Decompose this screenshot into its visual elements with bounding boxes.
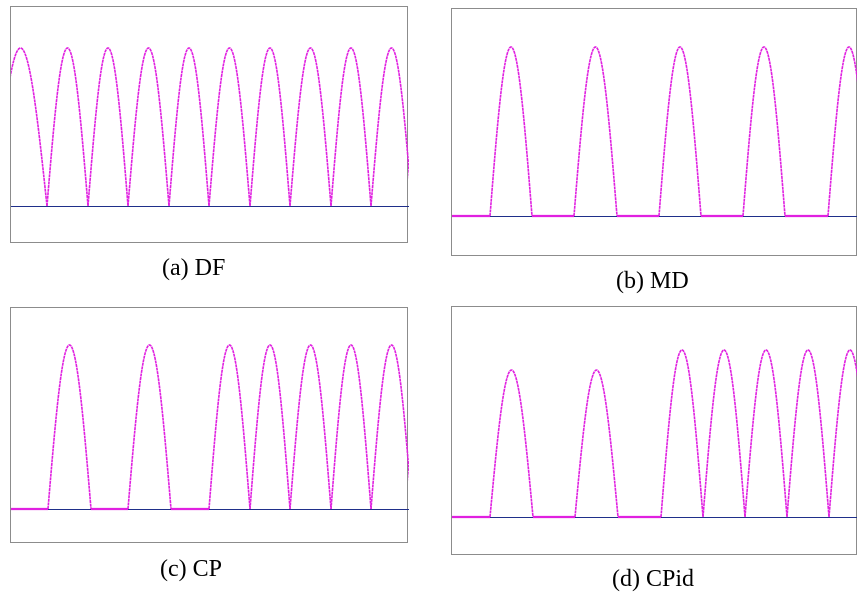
waveform-plot <box>452 349 857 519</box>
signal-pulse <box>47 344 92 510</box>
signal-pulse <box>702 349 746 518</box>
signal-pulse <box>370 344 409 510</box>
waveform-plot <box>452 46 857 218</box>
signal-pulse <box>658 46 702 217</box>
panel-df <box>10 6 409 243</box>
signal-pulse <box>660 349 704 518</box>
signal-pulse <box>87 47 129 207</box>
signal-pulse <box>249 344 291 510</box>
panel-md <box>451 8 857 256</box>
signal-pulse <box>828 349 857 518</box>
signal-pulse <box>489 369 534 518</box>
signal-pulse <box>289 47 332 207</box>
signal-pulse <box>330 47 372 207</box>
signal-pulse <box>249 47 291 207</box>
panel-cp <box>10 307 409 543</box>
signal-pulse <box>744 349 788 518</box>
signal-pulse <box>574 369 619 518</box>
signal-pulse <box>11 47 48 207</box>
signal-pulse <box>208 344 251 510</box>
signal-pulse <box>289 344 332 510</box>
signal-pulse <box>786 349 830 518</box>
signal-pulse <box>127 344 172 510</box>
caption-md: (b) MD <box>616 268 689 294</box>
panel-cpid <box>451 306 857 555</box>
signal-pulse <box>489 46 533 217</box>
signal-pulse <box>330 344 372 510</box>
waveform-plot <box>11 47 409 207</box>
signal-pulse <box>168 47 210 207</box>
signal-pulse <box>370 47 409 207</box>
signal-pulse <box>208 47 251 207</box>
signal-pulse <box>46 47 89 207</box>
caption-cp: (c) CP <box>160 556 222 582</box>
signal-pulse <box>573 46 618 217</box>
signal-pulse <box>827 46 857 217</box>
signal-pulse <box>127 47 170 207</box>
caption-cpid: (d) CPid <box>612 566 695 592</box>
waveform-plot <box>11 344 409 511</box>
signal-pulse <box>742 46 786 217</box>
caption-df: (a) DF <box>162 255 226 281</box>
